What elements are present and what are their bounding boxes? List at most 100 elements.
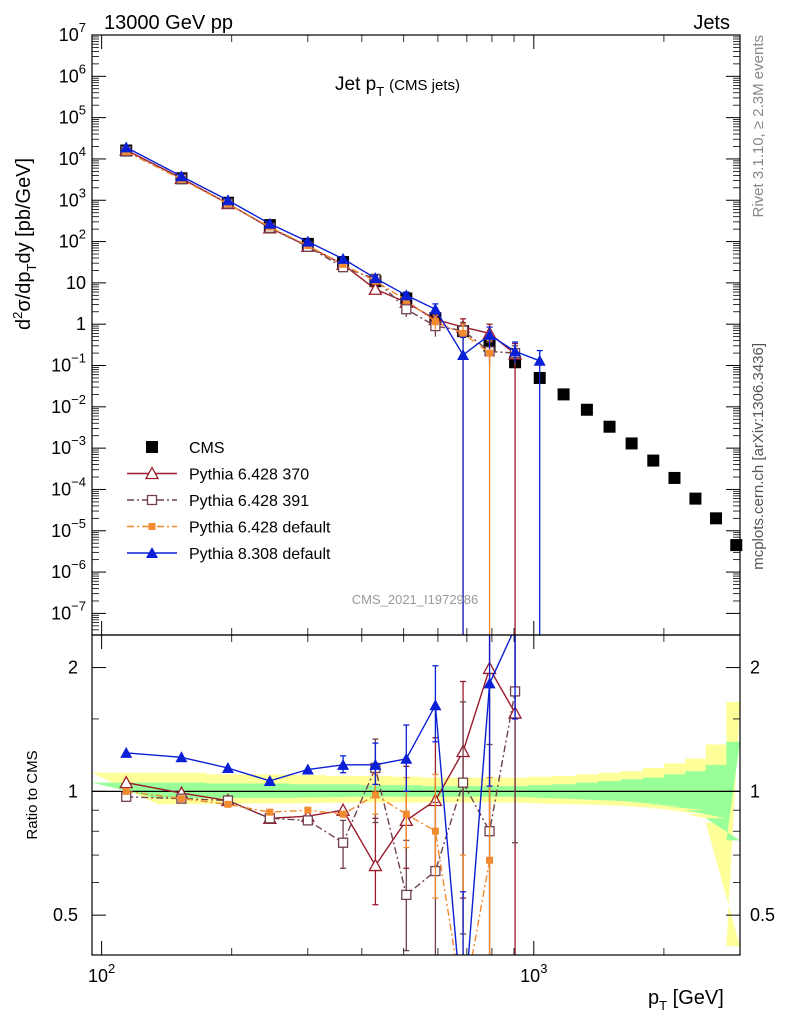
series-line-p8 [125, 146, 540, 362]
data-point-cms [647, 454, 660, 467]
main-y-tick-label: 106 [59, 61, 86, 86]
ratio-point-p391 [337, 837, 349, 848]
main-y-tick-label: 105 [59, 103, 86, 128]
x-tick-label: 103 [520, 961, 547, 986]
ratio-point-p370 [119, 775, 134, 789]
ratio-point-p391 [401, 889, 412, 901]
ratio-plot-frame [91, 634, 741, 956]
legend-label-cms: CMS [189, 440, 225, 457]
uncertainty-band-outer [92, 701, 740, 947]
ratio-point-p8 [483, 677, 496, 689]
ratio-y-tick-label: 0.5 [53, 905, 78, 925]
data-point-p8 [369, 272, 382, 284]
data-point-cms [557, 388, 570, 401]
data-point-p8 [175, 170, 188, 182]
data-point-p391 [401, 304, 412, 315]
header-right: Jets [693, 12, 730, 34]
data-point-p8 [533, 354, 546, 366]
data-point-p8 [509, 345, 522, 357]
main-y-tick-label: 10−5 [51, 516, 86, 541]
ratio-point-p8 [120, 746, 133, 758]
main-y-tick-label: 10−7 [51, 598, 86, 623]
ratio-axis-ticks: 2 2 1 1 0.5 0.5 [53, 635, 775, 955]
ratio-point-p8 [429, 699, 442, 711]
rivet-label: Rivet 3.1.10, ≥ 2.3M events [750, 35, 767, 218]
data-point-p8 [400, 289, 413, 301]
data-point-p370 [368, 281, 383, 295]
main-y-tick-label: 10−2 [51, 392, 86, 417]
data-point-p8 [263, 217, 276, 229]
ratio-point-p6def [177, 795, 185, 803]
ratio-point-p6def [339, 810, 347, 818]
data-point-p6def [486, 349, 494, 357]
legend-label-p391: Pythia 6.428 391 [189, 493, 309, 510]
main-y-tick-label: 107 [59, 20, 86, 45]
main-plot-frame [91, 34, 741, 636]
data-point-cms [603, 420, 616, 433]
ratio-point-p6def [304, 806, 312, 814]
ratio-point-p6def [431, 827, 439, 835]
ratio-point-p6def [402, 810, 410, 818]
ratio-point-p391 [302, 815, 313, 826]
chart-title-main: Jet p [335, 74, 376, 95]
ratio-point-p6def [371, 791, 379, 799]
ratio-point-p8 [263, 774, 276, 786]
legend-marker-p370 [144, 466, 160, 480]
ratio-point-p6def [266, 808, 274, 816]
chart-title-extra: (CMS jets) [389, 77, 460, 94]
data-point-cms [668, 471, 681, 484]
ratio-point-p8 [369, 758, 382, 770]
x-axis-label: pT [GeV] [648, 987, 724, 1013]
ratio-line-p370 [126, 666, 516, 867]
ratio-point-p6def [122, 787, 130, 795]
legend-label-p8: Pythia 8.308 default [189, 546, 331, 563]
main-plot-panel: 10710610510410310210110−110−210−310−410−… [51, 20, 743, 636]
watermark: CMS_2021_I1972986 [352, 592, 479, 607]
data-point-p8 [429, 303, 442, 315]
main-y-tick-label: 10−4 [51, 474, 86, 499]
data-point-p6def [459, 329, 467, 337]
data-point-p8 [483, 328, 496, 340]
data-point-cms [689, 492, 702, 505]
data-point-p8 [120, 141, 133, 153]
legend-label-p370: Pythia 6.428 370 [189, 467, 309, 484]
header-left: 13000 GeV pp [104, 12, 233, 34]
ratio-point-p6def [486, 856, 494, 864]
ratio-point-p8 [175, 751, 188, 763]
ratio-line-p8 [126, 635, 513, 955]
data-point-cms [710, 512, 723, 525]
legend-label-p6def: Pythia 6.428 default [189, 520, 331, 537]
data-point-p6def [431, 318, 439, 326]
main-y-tick-label: 102 [59, 227, 86, 252]
ratio-y-tick-label-right: 1 [750, 781, 760, 801]
legend-marker-p6def [148, 523, 156, 530]
data-point-cms [580, 403, 593, 416]
ratio-point-p391 [457, 777, 469, 788]
main-y-tick-label: 10−6 [51, 557, 86, 582]
main-y-tick-label: 104 [59, 144, 86, 169]
main-y-tick-label: 10 [66, 273, 86, 293]
ratio-y-tick-label-right: 2 [750, 658, 760, 678]
ratio-y-tick-label-right: 0.5 [750, 905, 775, 925]
ratio-y-axis-label: Ratio to CMS [24, 750, 41, 839]
data-point-p8 [457, 348, 470, 360]
ratio-line-p391 [126, 691, 516, 897]
legend-marker-cms [146, 441, 158, 453]
legend-marker-p391 [146, 494, 158, 506]
ratio-plot-panel [91, 634, 741, 956]
data-point-p8 [221, 194, 234, 206]
main-y-tick-label: 1 [76, 314, 86, 334]
data-point-p8 [337, 252, 350, 264]
ratio-line-p6def [126, 790, 491, 955]
main-y-tick-label: 10−3 [51, 433, 86, 458]
chart-title: Jet pT (CMS jets) [335, 74, 460, 99]
main-y-tick-label: 10−1 [51, 351, 86, 376]
ratio-point-p8 [301, 763, 314, 775]
ratio-y-tick-label: 1 [68, 781, 78, 801]
data-point-cms [730, 539, 743, 552]
legend-marker-p8 [146, 547, 158, 558]
data-point-cms [625, 437, 638, 450]
y-axis-label: d2σ/dpTdy [pb/GeV] [10, 158, 39, 330]
ratio-point-p6def [224, 800, 232, 808]
